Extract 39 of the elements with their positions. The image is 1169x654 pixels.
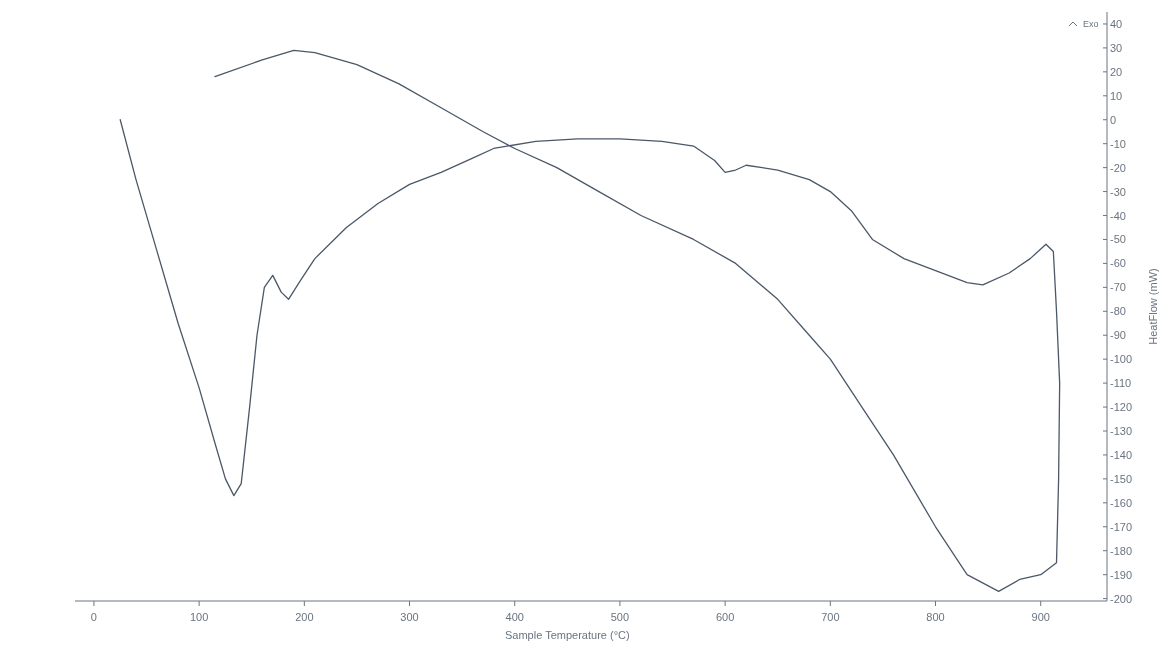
y-tick-label: -90: [1110, 329, 1126, 342]
x-tick-label: 600: [715, 611, 735, 623]
y-tick-label: -10: [1110, 137, 1126, 150]
y-tick-label: 40: [1110, 17, 1123, 30]
y-tick-label: -150: [1110, 472, 1133, 485]
y-tick-label: -60: [1110, 257, 1126, 270]
y-tick-label: -30: [1110, 185, 1126, 198]
y-tick-label: -20: [1110, 161, 1126, 174]
y-tick-label: -120: [1110, 401, 1133, 414]
y-tick-label: -80: [1110, 305, 1126, 318]
x-axis-title: Sample Temperature (°C): [505, 629, 630, 641]
x-tick-label: 900: [1031, 611, 1050, 623]
y-axis-title: HeatFlow (mW): [1147, 268, 1159, 345]
y-tick-label: -110: [1110, 377, 1132, 390]
y-tick-label: 0: [1110, 113, 1117, 126]
x-tick-label: 200: [295, 611, 314, 623]
y-tick-label: -190: [1110, 568, 1133, 581]
x-tick-label: 0: [90, 611, 97, 623]
x-tick-label: 800: [926, 611, 945, 623]
y-tick-label: 10: [1110, 89, 1123, 102]
y-tick-label: -40: [1110, 209, 1126, 222]
annotation: Exo: [1083, 19, 1099, 29]
y-tick-label: -130: [1110, 425, 1133, 437]
y-tick-label: -180: [1110, 544, 1133, 557]
x-tick-label: 400: [505, 611, 524, 623]
x-tick-label: 100: [189, 611, 209, 623]
y-tick-label: -100: [1110, 353, 1133, 366]
y-tick-label: 30: [1110, 41, 1123, 54]
x-tick-label: 700: [821, 611, 840, 623]
y-tick-label: -50: [1110, 233, 1126, 246]
y-tick-label: -170: [1110, 520, 1133, 533]
x-tick-label: 500: [610, 611, 630, 623]
y-tick-label: 20: [1110, 65, 1123, 78]
y-tick-label: -200: [1110, 592, 1133, 605]
y-tick-label: -160: [1110, 496, 1133, 509]
y-tick-label: -70: [1110, 281, 1126, 294]
line-series: [119, 49, 1061, 593]
x-tick-label: 300: [400, 611, 419, 623]
y-tick-label: -140: [1110, 448, 1133, 461]
